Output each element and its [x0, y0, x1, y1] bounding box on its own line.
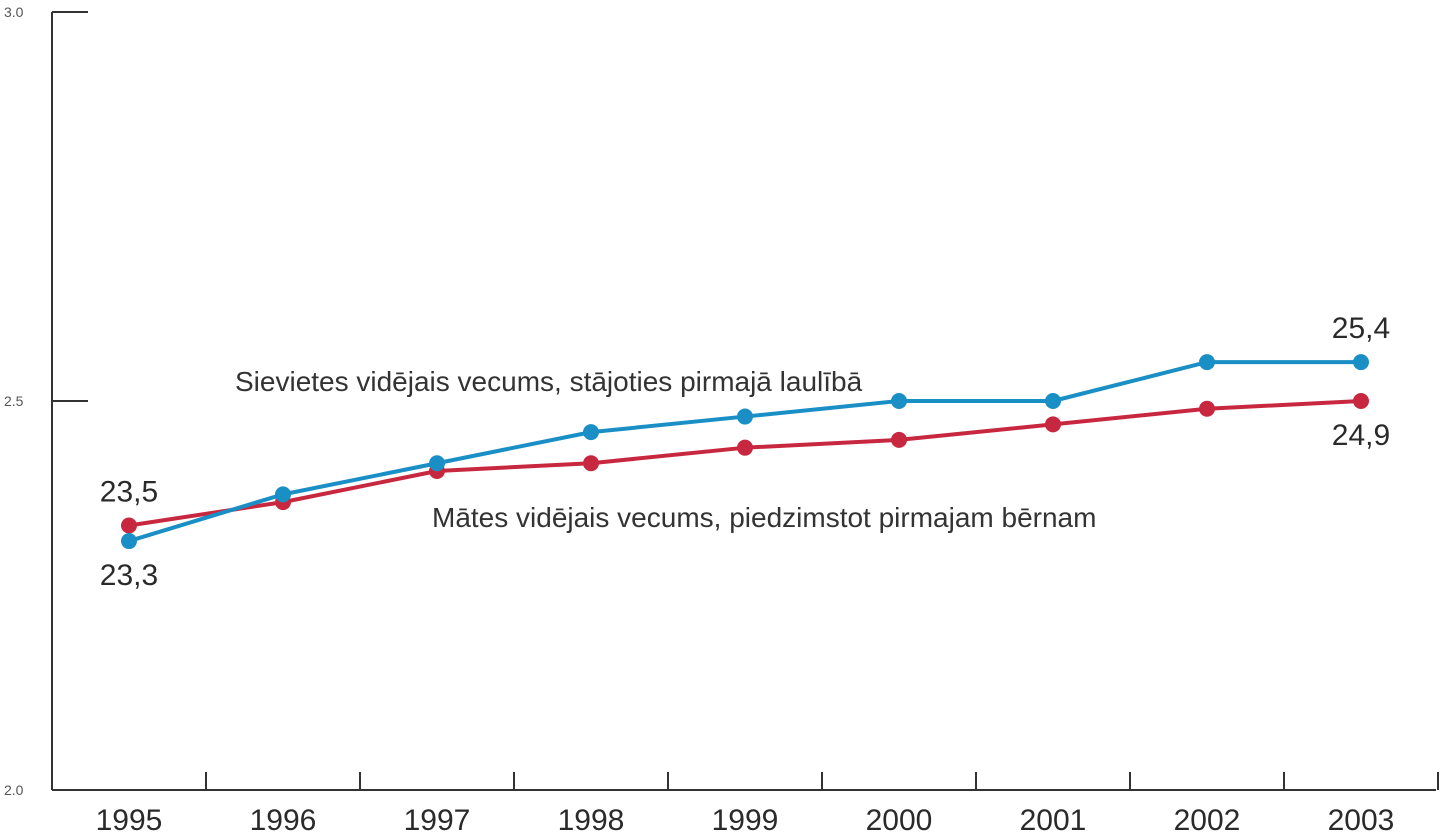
data-label: 23,3: [100, 559, 158, 592]
series-points: [121, 354, 1369, 550]
data-point: [737, 439, 753, 456]
x-tick-label: 2000: [866, 804, 933, 832]
x-tick-label: 2003: [1328, 804, 1395, 832]
data-label: 24,9: [1332, 419, 1390, 452]
data-point: [1199, 354, 1215, 371]
data-point: [1045, 416, 1061, 433]
y-ticks: 2.0 2.5 3.0: [4, 4, 88, 798]
data-point: [1353, 393, 1369, 409]
data-point: [1045, 393, 1061, 409]
data-point: [429, 455, 445, 472]
series-label-marriage: Sievietes vidējais vecums, stājoties pir…: [235, 366, 863, 397]
x-tick-label: 1998: [558, 804, 625, 832]
axes: [51, 12, 1436, 791]
x-tick-label: 1996: [250, 804, 317, 832]
y-tick-label: 2.5: [4, 393, 24, 409]
data-point: [891, 393, 907, 409]
series-label-first-child: Mātes vidējais vecums, piedzimstot pirma…: [432, 502, 1096, 533]
data-point: [583, 424, 599, 441]
data-point: [583, 455, 599, 472]
x-tick-label: 1999: [712, 804, 779, 832]
x-tick-label: 2001: [1020, 804, 1087, 832]
data-point: [1353, 354, 1369, 371]
data-point: [121, 517, 137, 534]
data-labels: 23,5 23,3 25,4 24,9: [100, 312, 1390, 592]
x-tick-label: 2002: [1174, 804, 1241, 832]
data-label: 23,5: [100, 475, 158, 508]
x-ticks: 1995 1996 1997 1998 1999 2000 2001 2002 2003: [96, 772, 1439, 832]
y-tick-label: 2.0: [4, 782, 24, 798]
data-point: [891, 431, 907, 448]
data-point: [737, 408, 753, 425]
data-point: [1199, 400, 1215, 417]
data-point: [275, 486, 291, 503]
x-tick-label: 1997: [404, 804, 471, 832]
data-label: 25,4: [1332, 312, 1390, 345]
y-tick-label: 3.0: [4, 4, 24, 20]
x-tick-label: 1995: [96, 804, 163, 832]
data-point: [121, 533, 137, 550]
